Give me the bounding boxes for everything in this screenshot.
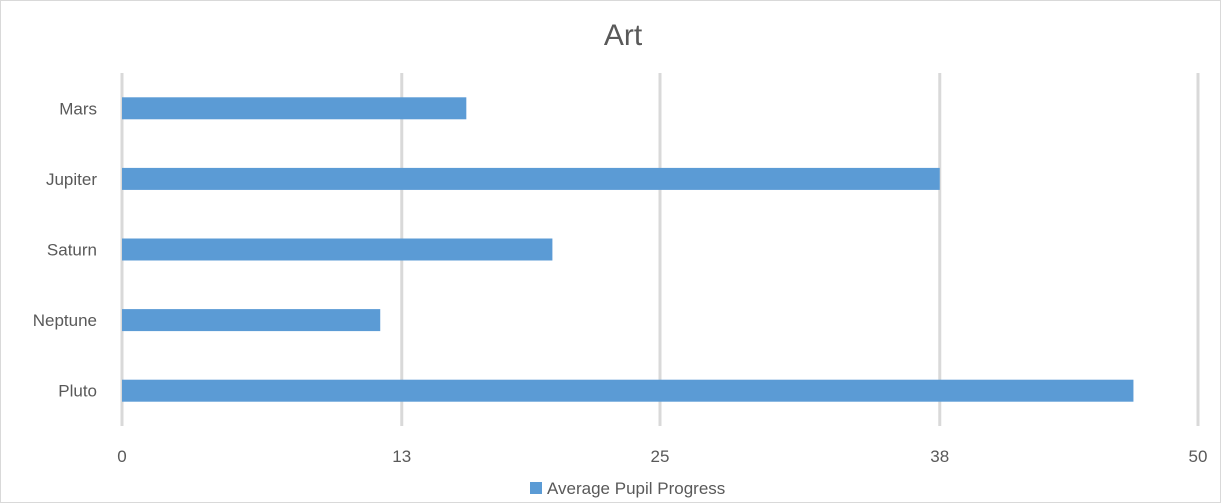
bar-jupiter: [122, 167, 940, 190]
category-label: Saturn: [47, 241, 97, 260]
bar-mars: [122, 97, 467, 120]
x-tick-label: 50: [1189, 447, 1208, 466]
legend-swatch: [530, 482, 542, 494]
x-tick-label: 0: [117, 447, 126, 466]
bar-saturn: [122, 238, 553, 261]
x-tick-label: 38: [930, 447, 949, 466]
grid-lines: [120, 73, 1200, 426]
category-labels: Mars Jupiter Saturn Neptune Pluto: [33, 99, 98, 400]
legend: Average Pupil Progress: [530, 479, 725, 498]
x-tick-label: 13: [392, 447, 411, 466]
bar-pluto: [122, 379, 1134, 402]
category-label: Mars: [59, 99, 97, 118]
bars: [122, 97, 1134, 402]
x-axis-tick-labels: 0 13 25 38 50: [117, 447, 1207, 466]
chart-title: Art: [604, 19, 643, 52]
category-label: Jupiter: [46, 170, 97, 189]
category-label: Neptune: [33, 311, 97, 330]
legend-label: Average Pupil Progress: [547, 479, 725, 498]
bar-neptune: [122, 309, 381, 332]
category-label: Pluto: [58, 382, 97, 401]
x-tick-label: 25: [651, 447, 670, 466]
